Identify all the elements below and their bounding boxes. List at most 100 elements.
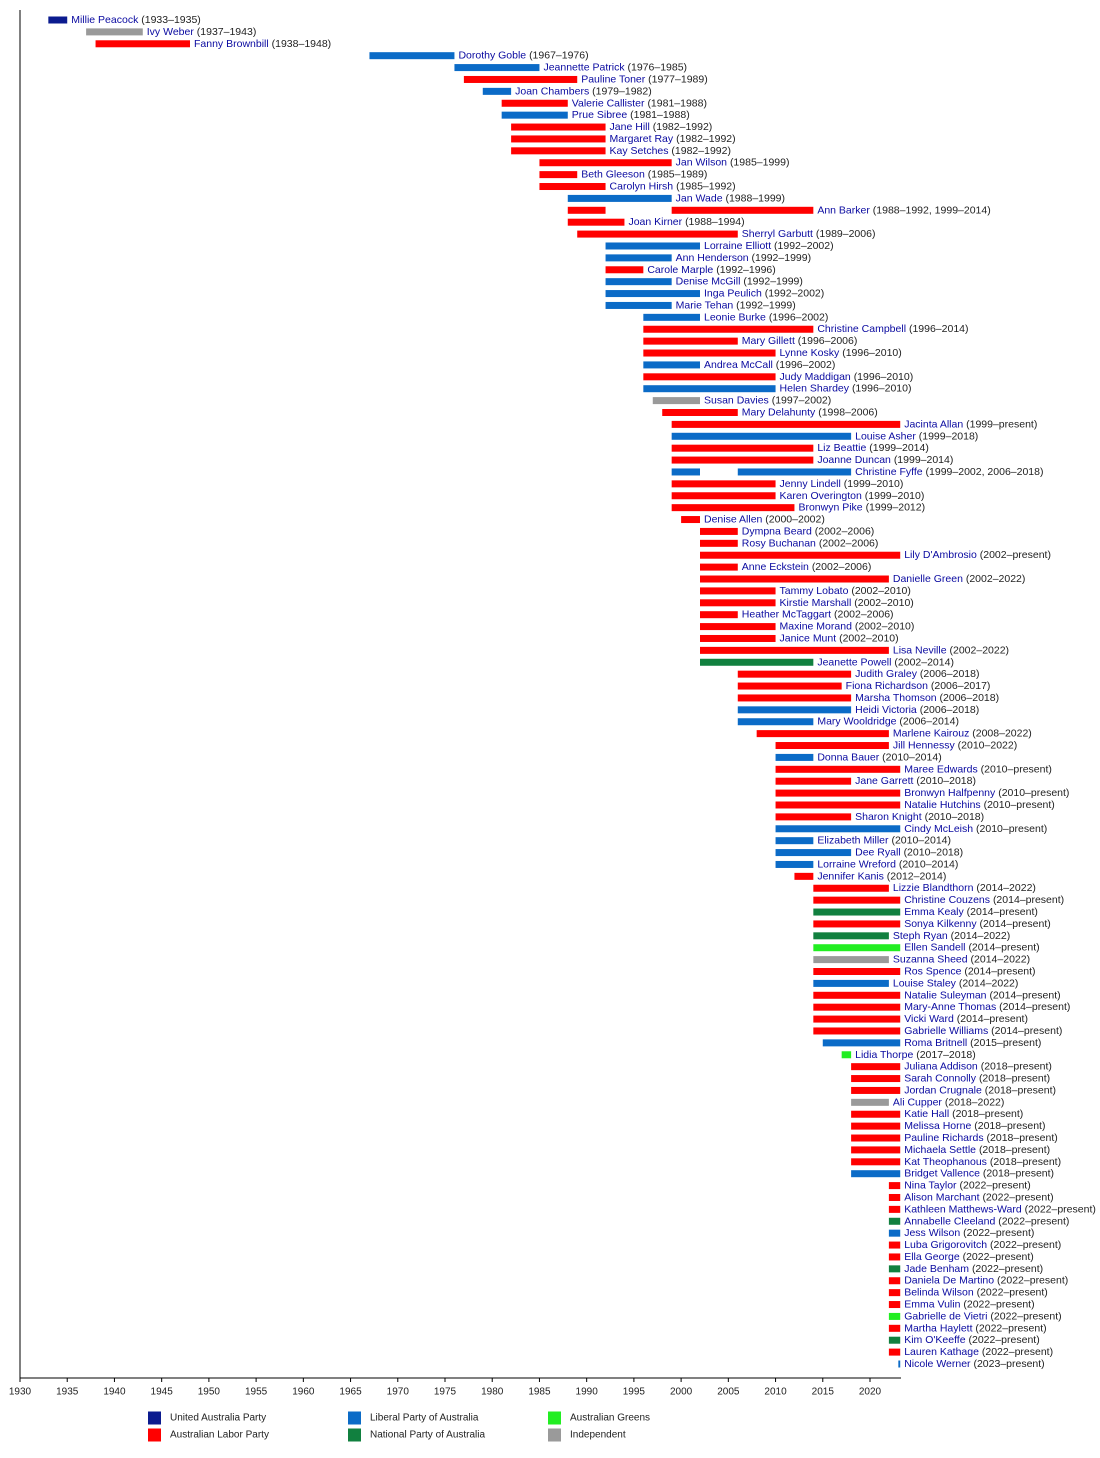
member-years: (1985–1989) <box>648 168 708 180</box>
member-years: (1937–1943) <box>197 26 257 38</box>
member-years: (1982–1992) <box>671 145 731 157</box>
term-bar <box>841 1051 852 1059</box>
x-tick-label: 1970 <box>387 1387 410 1398</box>
member-label: Lauren Kathage (2022–present) <box>904 1346 1053 1358</box>
member-name: Cindy McLeish <box>904 823 973 835</box>
member-name: Nicole Werner <box>904 1358 971 1370</box>
legend-swatch <box>548 1411 561 1425</box>
term-bar <box>48 16 68 24</box>
member-name: Louise Staley <box>893 977 957 989</box>
member-label: Ros Spence (2014–present) <box>904 965 1035 977</box>
member-label: Jan Wilson (1985–1999) <box>676 157 790 169</box>
member-label: Dympna Beard (2002–2006) <box>742 525 875 537</box>
member-years: (2014–2022) <box>959 977 1019 989</box>
x-tick-label: 1995 <box>623 1387 646 1398</box>
term-bar <box>888 1324 901 1332</box>
term-bar <box>888 1253 901 1261</box>
term-bar <box>813 896 901 904</box>
member-name: Valerie Callister <box>572 97 645 109</box>
member-years: (2006–2017) <box>931 680 991 692</box>
member-label: Louise Staley (2014–2022) <box>893 977 1019 989</box>
member-label: Anne Eckstein (2002–2006) <box>742 561 872 573</box>
term-bar <box>643 325 814 333</box>
member-name: Maxine Morand <box>780 620 853 632</box>
member-label: Lisa Neville (2002–2022) <box>893 644 1009 656</box>
member-label: Dorothy Goble (1967–1976) <box>458 49 588 61</box>
term-bar <box>737 718 814 726</box>
term-bar <box>813 991 901 999</box>
member-years: (2002–2010) <box>854 597 914 609</box>
member-label: Ella George (2022–present) <box>904 1251 1034 1263</box>
member-label: Helen Shardey (1996–2010) <box>780 382 912 394</box>
x-tick-label: 2010 <box>764 1387 787 1398</box>
member-years: (2018–present) <box>952 1108 1023 1120</box>
legend-swatch <box>348 1428 361 1442</box>
member-name: Marie Tehan <box>676 299 734 311</box>
member-name: Jacinta Allan <box>904 418 963 430</box>
member-label: Jeanette Powell (2002–2014) <box>817 656 954 668</box>
term-bar <box>737 670 852 678</box>
x-tick-label: 2000 <box>670 1387 693 1398</box>
member-years: (2010–present) <box>984 799 1055 811</box>
member-label: Denise Allen (2000–2002) <box>704 513 825 525</box>
member-name: Judith Graley <box>855 668 918 680</box>
member-years: (1988–1999) <box>725 192 785 204</box>
member-name: Lizzie Blandthorn <box>893 882 974 894</box>
member-label: Sonya Kilkenny (2014–present) <box>904 918 1051 930</box>
member-years: (2002–2010) <box>855 620 915 632</box>
member-years: (2010–2022) <box>958 739 1018 751</box>
member-label: Gabrielle de Vietri (2022–present) <box>904 1310 1061 1322</box>
member-label: Christine Fyffe (1999–2002, 2006–2018) <box>855 466 1043 478</box>
member-name: Lynne Kosky <box>780 347 840 359</box>
member-name: Vicki Ward <box>904 1013 954 1025</box>
member-label: Jill Hennessy (2010–2022) <box>893 739 1017 751</box>
member-name: Carole Marple <box>647 264 713 276</box>
x-tick-label: 1945 <box>151 1387 174 1398</box>
member-label: Roma Britnell (2015–present) <box>904 1037 1041 1049</box>
member-years: (2014–2022) <box>976 882 1036 894</box>
legend-label: Australian Greens <box>570 1413 650 1424</box>
member-name: Christine Couzens <box>904 894 990 906</box>
member-label: Leonie Burke (1996–2002) <box>704 311 828 323</box>
x-tick-label: 2020 <box>859 1387 882 1398</box>
member-years: (2010–2018) <box>925 811 985 823</box>
member-label: Ann Henderson (1992–1999) <box>676 252 811 264</box>
member-label: Jane Hill (1982–1992) <box>610 121 713 133</box>
member-name: Bridget Vallence <box>904 1167 980 1179</box>
member-name: Katie Hall <box>904 1108 949 1120</box>
member-label: Marlene Kairouz (2008–2022) <box>893 727 1032 739</box>
member-name: Lidia Thorpe <box>855 1049 913 1061</box>
member-years: (1996–2010) <box>852 382 912 394</box>
term-bar <box>605 266 644 274</box>
term-bar <box>888 1348 901 1356</box>
member-years: (2014–present) <box>991 1025 1062 1037</box>
term-bar <box>643 385 776 393</box>
member-label: Valerie Callister (1981–1988) <box>572 97 707 109</box>
member-years: (2018–present) <box>985 1084 1056 1096</box>
member-years: (2015–present) <box>970 1037 1041 1049</box>
term-bar <box>605 278 672 286</box>
member-label: Lorraine Elliott (1992–2002) <box>704 240 834 252</box>
member-label: Janice Munt (2002–2010) <box>780 632 899 644</box>
member-name: Janice Munt <box>780 632 837 644</box>
term-bar <box>700 575 889 583</box>
member-years: (2006–2018) <box>920 704 980 716</box>
term-bar <box>898 1360 901 1368</box>
member-label: Lorraine Wreford (2010–2014) <box>817 858 958 870</box>
member-years: (2010–2018) <box>916 775 976 787</box>
member-years: (2012–2014) <box>887 870 947 882</box>
member-years: (1967–1976) <box>529 49 589 61</box>
member-years: (1996–2006) <box>798 335 858 347</box>
member-years: (1999–2012) <box>866 501 926 513</box>
member-years: (2022–present) <box>990 1310 1061 1322</box>
member-years: (2018–2022) <box>945 1096 1005 1108</box>
member-years: (1992–1996) <box>716 264 776 276</box>
member-name: Kirstie Marshall <box>780 597 852 609</box>
member-years: (2002–2006) <box>812 561 872 573</box>
member-name: Gabrielle de Vietri <box>904 1310 987 1322</box>
term-bar <box>737 682 842 690</box>
term-bar <box>671 480 776 488</box>
legend-swatch <box>148 1428 161 1442</box>
member-name: Mary-Anne Thomas <box>904 1001 996 1013</box>
